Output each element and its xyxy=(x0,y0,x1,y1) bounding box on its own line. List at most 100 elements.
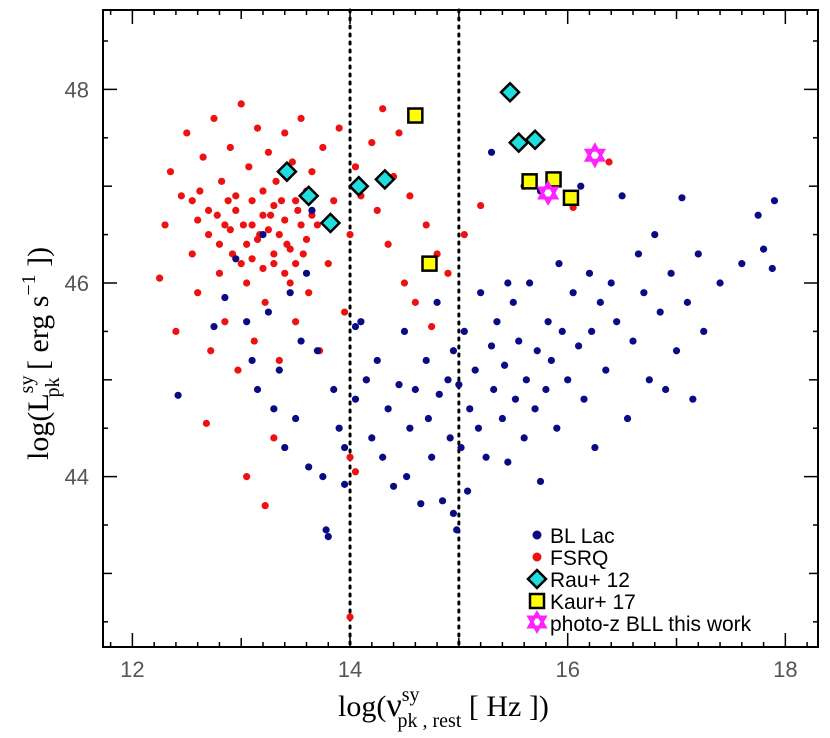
data-point-fsrq xyxy=(292,197,300,205)
x-axis-title: log(νsy pk , rest [ Hz ]) xyxy=(338,684,549,732)
data-point-fsrq xyxy=(221,318,229,326)
legend-label-bllac: BL Lac xyxy=(550,525,615,548)
data-point-bllac xyxy=(259,230,267,239)
data-point-fsrq xyxy=(270,250,278,258)
data-point-bllac xyxy=(243,318,251,326)
data-point-bllac xyxy=(511,395,520,403)
data-point-bllac xyxy=(536,477,545,486)
data-point-fsrq xyxy=(250,337,258,345)
data-point-bllac xyxy=(417,500,425,508)
data-point-bllac xyxy=(526,279,534,287)
legend-item-photoz: photo-z BLL this work xyxy=(526,609,752,636)
legend-marker-rau xyxy=(526,568,548,590)
data-point-fsrq xyxy=(286,279,294,287)
data-point-fsrq xyxy=(281,269,289,277)
data-point-fsrq xyxy=(373,206,381,214)
data-point-photoz xyxy=(537,179,560,207)
data-point-fsrq xyxy=(346,453,354,461)
data-point-fsrq xyxy=(275,230,283,239)
data-point-fsrq xyxy=(248,255,256,263)
data-point-kaur xyxy=(407,107,424,124)
data-point-bllac xyxy=(422,356,430,365)
data-point-bllac xyxy=(474,424,483,432)
data-point-bllac xyxy=(640,289,648,297)
data-point-bllac xyxy=(613,318,621,326)
data-point-fsrq xyxy=(286,245,294,253)
y-tick-label: 44 xyxy=(65,465,89,490)
data-point-bllac xyxy=(286,289,294,297)
data-point-bllac xyxy=(435,390,443,398)
data-point-bllac xyxy=(270,405,278,413)
legend-label-fsrq: FSRQ xyxy=(550,547,608,570)
data-point-fsrq xyxy=(305,289,313,297)
data-point-fsrq xyxy=(253,235,262,244)
data-point-bllac xyxy=(544,318,552,326)
data-point-bllac xyxy=(629,337,637,345)
data-point-fsrq xyxy=(406,192,414,200)
data-point-kaur xyxy=(421,255,438,272)
data-point-fsrq xyxy=(275,356,283,365)
tick-labels: 12 14 16 18 44 46 48 xyxy=(65,77,798,682)
data-point-fsrq xyxy=(177,192,185,200)
legend-marker-kaur xyxy=(528,592,546,610)
data-point-bllac xyxy=(395,381,403,389)
data-point-bllac xyxy=(490,385,498,394)
data-point-bllac xyxy=(602,366,610,374)
data-point-bllac xyxy=(428,453,436,461)
data-point-fsrq xyxy=(340,308,349,316)
data-point-bllac xyxy=(569,289,577,297)
data-point-fsrq xyxy=(226,226,234,234)
data-point-fsrq xyxy=(248,221,256,229)
data-point-rau xyxy=(276,160,298,183)
legend-label-kaur: Kaur+ 17 xyxy=(550,591,636,614)
data-point-fsrq xyxy=(477,201,485,210)
data-point-rau xyxy=(319,212,342,234)
data-point-bllac xyxy=(335,424,343,432)
data-point-fsrq xyxy=(226,143,234,152)
data-point-fsrq xyxy=(277,197,286,205)
data-point-fsrq xyxy=(266,211,275,219)
data-point-fsrq xyxy=(422,221,430,229)
data-point-bllac xyxy=(694,250,702,258)
data-point-bllac xyxy=(305,463,313,471)
data-point-bllac xyxy=(577,182,585,190)
data-point-bllac xyxy=(716,279,724,287)
data-point-fsrq xyxy=(155,274,164,282)
data-point-bllac xyxy=(357,318,365,326)
data-point-bllac xyxy=(504,458,512,466)
legend-item-bllac: BL Lac xyxy=(532,525,615,548)
data-point-fsrq xyxy=(183,129,191,137)
y-tick-label: 48 xyxy=(65,77,89,102)
data-point-bllac xyxy=(656,308,664,316)
data-point-bllac xyxy=(558,327,566,336)
data-point-bllac xyxy=(678,194,686,202)
data-point-bllac xyxy=(373,356,381,365)
data-point-bllac xyxy=(389,482,398,490)
data-point-bllac xyxy=(672,347,681,355)
data-point-kaur xyxy=(521,173,538,190)
data-point-bllac xyxy=(362,376,370,384)
data-point-bllac xyxy=(522,376,530,384)
data-point-bllac xyxy=(424,414,432,423)
data-point-bllac xyxy=(482,453,490,461)
data-point-fsrq xyxy=(224,197,232,205)
data-point-fsrq xyxy=(292,260,300,268)
data-point-fsrq xyxy=(351,163,360,171)
data-point-fsrq xyxy=(379,105,387,113)
data-point-bllac xyxy=(555,260,563,268)
data-point-fsrq xyxy=(213,211,221,219)
data-point-bllac xyxy=(520,434,528,442)
data-point-fsrq xyxy=(188,250,196,258)
data-point-fsrq xyxy=(264,226,273,234)
data-point-bllac xyxy=(596,298,604,306)
data-point-fsrq xyxy=(313,221,321,229)
data-point-fsrq xyxy=(232,206,240,214)
x-tick-label: 14 xyxy=(338,657,362,682)
data-point-fsrq xyxy=(281,129,289,137)
data-point-fsrq xyxy=(411,298,419,306)
data-point-bllac xyxy=(433,298,441,306)
data-point-bllac xyxy=(221,293,229,302)
data-point-fsrq xyxy=(302,235,311,244)
data-point-fsrq xyxy=(210,114,218,123)
